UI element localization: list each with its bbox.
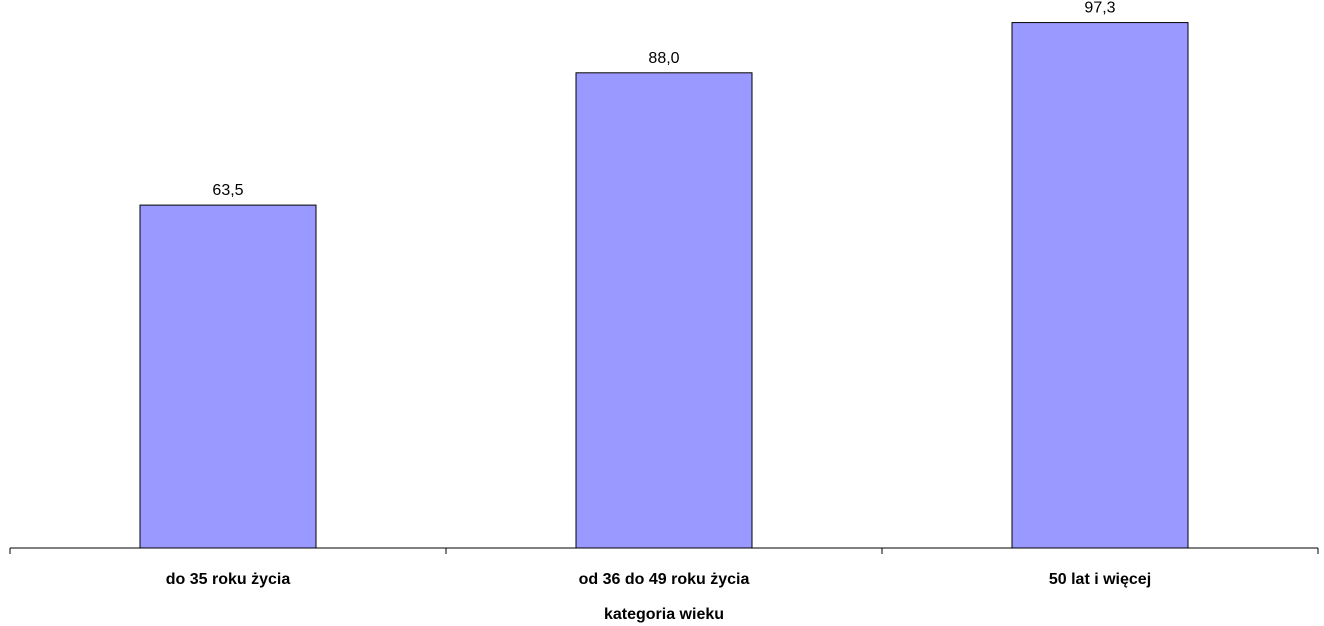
x-tick-label: do 35 roku życia (166, 571, 291, 588)
x-axis-title: kategoria wieku (604, 606, 724, 623)
bar-value-label: 97,3 (1084, 0, 1115, 17)
bars-group (139, 22, 1189, 549)
bar-value-label: 63,5 (212, 182, 243, 199)
x-tick-label: 50 lat i więcej (1049, 571, 1151, 588)
value-labels-group: 63,5 88,0 97,3 (212, 0, 1115, 199)
bar (575, 72, 753, 549)
bar-value-label: 88,0 (648, 50, 679, 67)
x-axis-tick-labels: do 35 roku życia od 36 do 49 roku życia 50… (166, 571, 1151, 588)
bar (1011, 22, 1189, 549)
x-axis-ticks (9, 548, 1319, 554)
bar (139, 204, 317, 549)
x-tick-label: od 36 do 49 roku życia (579, 571, 750, 588)
